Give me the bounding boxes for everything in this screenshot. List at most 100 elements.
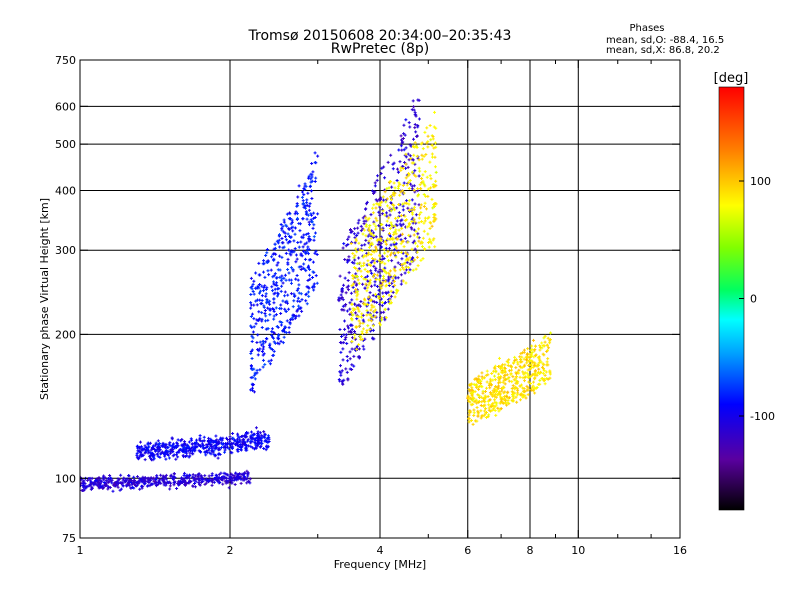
data-point <box>416 244 420 248</box>
data-point <box>399 166 403 170</box>
y-tick-label: 300 <box>55 244 76 257</box>
data-point <box>309 258 313 262</box>
y-tick-label: 200 <box>55 328 76 341</box>
data-point <box>522 372 526 376</box>
data-point <box>296 278 300 282</box>
data-point <box>350 298 354 302</box>
data-point <box>262 430 266 434</box>
data-point <box>278 307 282 311</box>
data-point <box>312 288 316 292</box>
data-point <box>375 310 379 314</box>
data-point <box>530 351 534 355</box>
data-point <box>349 230 353 234</box>
data-point <box>534 353 538 357</box>
data-point <box>80 484 83 488</box>
data-point <box>168 480 172 484</box>
data-point <box>507 379 511 383</box>
data-point <box>166 453 170 457</box>
data-point <box>383 318 387 322</box>
data-point <box>172 446 176 450</box>
data-point <box>305 203 309 207</box>
data-point <box>307 220 311 224</box>
data-point <box>233 443 237 447</box>
data-point <box>426 140 430 144</box>
data-point <box>302 202 306 206</box>
data-point <box>312 223 316 227</box>
data-point <box>342 341 346 345</box>
data-point <box>339 364 343 368</box>
data-point <box>376 174 380 178</box>
data-point <box>414 114 418 118</box>
data-point <box>185 481 189 485</box>
data-point <box>281 299 285 303</box>
data-point <box>133 478 137 482</box>
data-point <box>252 383 256 387</box>
data-point <box>393 274 397 278</box>
data-point <box>353 241 357 245</box>
data-point <box>414 229 418 233</box>
y-tick-label: 750 <box>55 54 76 67</box>
data-point <box>514 376 518 380</box>
data-point <box>191 484 195 488</box>
data-point <box>364 216 368 220</box>
data-point <box>502 376 506 380</box>
data-point <box>121 478 125 482</box>
data-point <box>346 326 350 330</box>
data-point <box>283 325 287 329</box>
data-point <box>287 330 291 334</box>
data-point <box>548 341 552 345</box>
data-point <box>82 489 86 493</box>
data-point <box>257 291 261 295</box>
data-point <box>81 483 85 487</box>
data-point <box>152 455 156 459</box>
data-point <box>276 261 280 265</box>
data-point <box>424 153 428 157</box>
data-point <box>337 377 341 381</box>
data-point <box>412 233 416 237</box>
data-point <box>477 400 481 404</box>
data-point <box>153 449 157 453</box>
data-point <box>172 472 176 476</box>
data-point <box>343 276 347 280</box>
data-point <box>370 305 374 309</box>
data-point <box>281 329 285 333</box>
data-point <box>391 290 395 294</box>
data-point <box>372 231 376 235</box>
data-point <box>214 474 218 478</box>
data-point <box>301 199 305 203</box>
data-point <box>368 223 372 227</box>
data-point <box>397 234 401 238</box>
data-point <box>538 344 542 348</box>
data-point <box>374 198 378 202</box>
data-point <box>497 372 501 376</box>
data-point <box>518 360 522 364</box>
data-point <box>249 430 253 434</box>
data-point <box>231 446 235 450</box>
data-point <box>160 444 164 448</box>
data-point <box>422 204 426 208</box>
data-point <box>229 472 233 476</box>
data-point <box>404 268 408 272</box>
data-point <box>146 477 150 481</box>
data-point <box>313 179 317 183</box>
data-point <box>248 481 252 485</box>
data-point <box>169 448 173 452</box>
data-point <box>379 281 383 285</box>
data-point <box>242 437 246 441</box>
data-point <box>306 245 310 249</box>
data-point <box>210 483 214 487</box>
data-point <box>291 305 295 309</box>
data-point <box>168 451 172 455</box>
data-point <box>431 206 435 210</box>
data-point <box>364 202 368 206</box>
data-point <box>499 407 503 411</box>
data-point <box>94 482 98 486</box>
data-point <box>283 290 287 294</box>
data-point <box>302 262 306 266</box>
data-point <box>167 449 171 453</box>
data-point <box>225 479 229 483</box>
data-point <box>531 384 535 388</box>
data-point <box>223 476 227 480</box>
data-point <box>127 474 131 478</box>
data-point <box>202 439 206 443</box>
